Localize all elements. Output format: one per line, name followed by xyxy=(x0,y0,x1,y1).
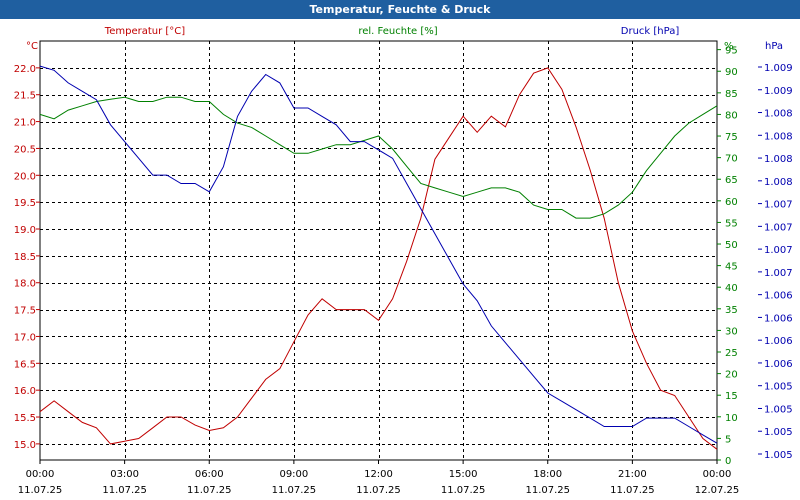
left-tick-label: 16.5 xyxy=(14,359,36,370)
x-tick-date: 11.07.25 xyxy=(18,485,63,496)
x-tick-time: 12:00 xyxy=(364,469,393,480)
right2-axis-unit: hPa xyxy=(765,41,783,52)
right-tick-label: 20 xyxy=(725,370,738,381)
right2-tick-label: 1.006 xyxy=(764,359,793,370)
left-tick-label: 17.0 xyxy=(14,332,36,343)
x-tick-time: 06:00 xyxy=(195,469,224,480)
right2-tick-label: 1.007 xyxy=(764,200,793,211)
right-tick-label: 40 xyxy=(725,283,738,294)
left-tick-label: 19.5 xyxy=(14,198,36,209)
right2-tick-label: 1.009 xyxy=(764,63,793,74)
left-axis-unit: °C xyxy=(26,41,38,52)
right2-tick-label: 1.007 xyxy=(764,222,793,233)
x-tick-date: 11.07.25 xyxy=(610,485,655,496)
left-tick-label: 15.5 xyxy=(14,413,36,424)
x-tick-date: 11.07.25 xyxy=(187,485,232,496)
left-tick-label: 19.0 xyxy=(14,225,36,236)
right-tick-label: 75 xyxy=(725,132,738,143)
right2-tick-label: 1.009 xyxy=(764,86,793,97)
left-tick-label: 18.5 xyxy=(14,252,36,263)
right2-tick-label: 1.007 xyxy=(764,268,793,279)
right2-tick-label: 1.008 xyxy=(764,131,793,142)
left-tick-label: 21.0 xyxy=(14,118,36,129)
x-tick-date: 12.07.25 xyxy=(695,485,740,496)
right2-tick-label: 1.008 xyxy=(764,109,793,120)
right-tick-label: 25 xyxy=(725,348,738,359)
left-tick-label: 22.0 xyxy=(14,64,36,75)
x-tick-date: 11.07.25 xyxy=(272,485,317,496)
right2-tick-label: 1.008 xyxy=(764,177,793,188)
x-tick-date: 11.07.25 xyxy=(525,485,570,496)
right-tick-label: 10 xyxy=(725,413,738,424)
right2-tick-label: 1.005 xyxy=(764,382,793,393)
right2-axis: 1.005 1.005 1.005 1.005 1.006 1.006 1.006 1.006… xyxy=(758,63,793,461)
left-tick-label: 21.5 xyxy=(14,91,36,102)
right-tick-label: 50 xyxy=(725,240,738,251)
left-tick-label: 15.0 xyxy=(14,440,36,451)
right-tick-label: 55 xyxy=(725,218,738,229)
right-tick-label: 65 xyxy=(725,175,738,186)
right2-tick-label: 1.007 xyxy=(764,245,793,256)
series-group xyxy=(39,65,718,450)
x-tick-time: 00:00 xyxy=(26,469,55,480)
left-tick-label: 20.5 xyxy=(14,144,36,155)
x-tick-time: 15:00 xyxy=(449,469,478,480)
right-tick-label: 5 xyxy=(725,434,731,445)
x-tick-time: 21:00 xyxy=(618,469,647,480)
right-axis-unit: % xyxy=(724,41,734,52)
right2-tick-label: 1.006 xyxy=(764,313,793,324)
x-tick-time: 00:00 xyxy=(703,469,732,480)
series-line-2 xyxy=(39,65,718,444)
x-tick-time: 03:00 xyxy=(110,469,139,480)
right2-tick-label: 1.005 xyxy=(764,427,793,438)
legend-humidity: rel. Feuchte [%] xyxy=(358,26,437,37)
x-tick-time: 18:00 xyxy=(533,469,562,480)
x-tick-date: 11.07.25 xyxy=(102,485,147,496)
right-tick-label: 70 xyxy=(725,154,738,165)
right-axis: 0 5 10 15 20 25 30 35 40 45 50 55 60 65 70 75 80 85 90 95 xyxy=(717,46,738,467)
chart-title: Temperatur, Feuchte & Druck xyxy=(0,0,800,19)
chart-svg: 15.0 15.5 16.0 16.5 17.0 17.5 18.0 18.5 19.0 19.5… xyxy=(14,26,793,496)
right2-tick-label: 1.006 xyxy=(764,291,793,302)
left-tick-label: 18.0 xyxy=(14,279,36,290)
series-line-1 xyxy=(39,96,718,219)
right2-tick-label: 1.008 xyxy=(764,154,793,165)
x-tick-date: 11.07.25 xyxy=(356,485,401,496)
right-tick-label: 15 xyxy=(725,391,738,402)
right-tick-label: 35 xyxy=(725,305,738,316)
right-tick-label: 0 xyxy=(725,456,731,467)
right2-tick-label: 1.005 xyxy=(764,404,793,415)
right-tick-label: 80 xyxy=(725,110,738,121)
x-tick-time: 09:00 xyxy=(279,469,308,480)
legend-temperature: Temperatur [°C] xyxy=(104,26,185,37)
right-tick-label: 95 xyxy=(725,46,738,57)
series-line-0 xyxy=(39,67,718,450)
left-tick-label: 17.5 xyxy=(14,306,36,317)
right-tick-label: 45 xyxy=(725,262,738,273)
right-tick-label: 30 xyxy=(725,326,738,337)
right-tick-label: 60 xyxy=(725,197,738,208)
right-tick-label: 90 xyxy=(725,67,738,78)
right-tick-label: 85 xyxy=(725,89,738,100)
x-axis: 00:00 11.07.25 03:00 11.07.25 06:00 11.07.25 0… xyxy=(18,460,740,496)
right2-tick-label: 1.006 xyxy=(764,336,793,347)
legend-pressure: Druck [hPa] xyxy=(621,26,680,37)
left-tick-label: 16.0 xyxy=(14,386,36,397)
grid xyxy=(40,41,717,460)
right2-tick-label: 1.005 xyxy=(764,450,793,461)
x-tick-date: 11.07.25 xyxy=(441,485,486,496)
chart-area: 15.0 15.5 16.0 16.5 17.0 17.5 18.0 18.5 19.0 19.5… xyxy=(0,19,800,500)
plot-frame xyxy=(39,40,718,461)
left-axis: 15.0 15.5 16.0 16.5 17.0 17.5 18.0 18.5 19.0 19.5… xyxy=(14,64,40,451)
left-tick-label: 20.0 xyxy=(14,171,36,182)
